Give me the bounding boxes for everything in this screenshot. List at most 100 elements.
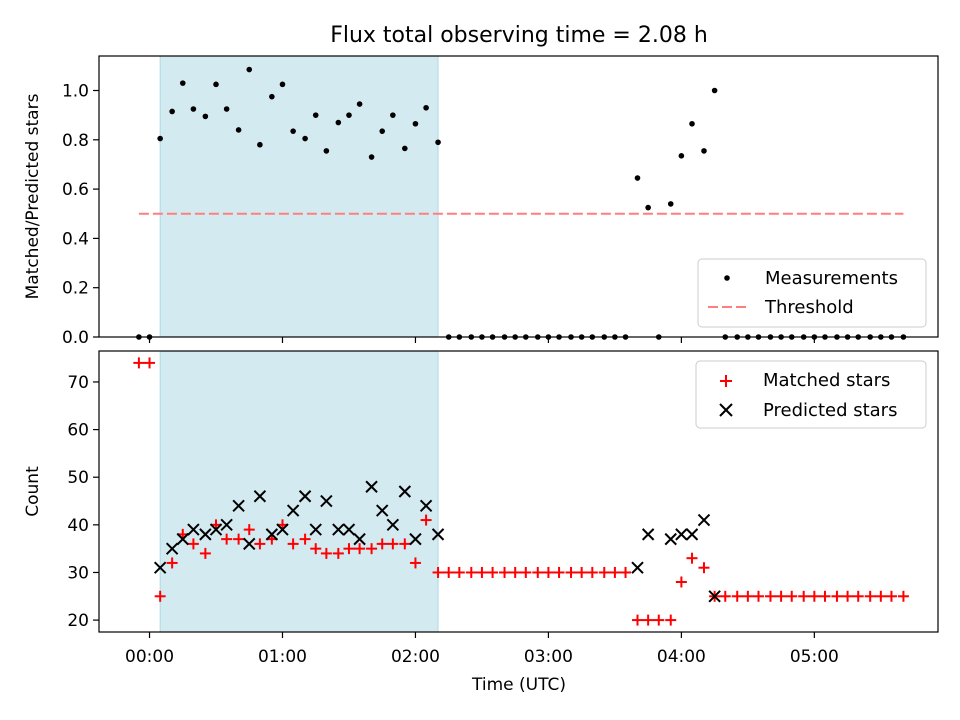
matched-star-point [553,566,565,578]
x-tick-label: 05:00 [790,647,839,667]
predicted-star-point [353,532,366,546]
measurement-point [356,101,363,107]
matched-star-point [287,538,299,550]
matched-star-point [885,590,897,602]
measurement-point [412,120,419,127]
measurement-point [223,106,230,112]
predicted-star-point [708,590,721,603]
matched-star-point [453,566,465,578]
x-tick-label: 04:00 [657,647,706,667]
matched-star-point [299,533,311,545]
matched-star-point [698,562,710,574]
measurement-point [689,120,695,127]
top-axes-frame [98,55,939,338]
legend-marker-measurements [724,275,730,281]
measurement-point [678,153,685,159]
legend-label-measurements: Measurements [765,268,898,289]
measurement-point [235,127,242,133]
matched-star-point [842,590,854,602]
predicted-star-point [243,537,256,551]
matched-star-point [808,590,820,602]
matched-star-point [465,566,477,578]
bottom-legend: Matched stars Predicted stars [695,360,927,429]
measurement-point [312,112,319,118]
chart-title: Flux total observing time = 2.08 h [330,23,708,48]
legend-label-matched: Matched stars [763,370,890,391]
matched-star-point [897,590,909,602]
predicted-star-point [431,528,445,541]
matched-star-point [520,566,532,578]
matched-star-point [798,590,810,602]
measurement-point [257,141,263,148]
matched-star-point [476,566,488,578]
bottom-y-tick-label: 40 [67,516,89,536]
predicted-star-point [697,513,711,527]
predicted-star-point [220,518,233,532]
matched-star-point [376,538,388,550]
measurement-point [346,112,352,118]
top-legend: Measurements Threshold [697,258,927,328]
predicted-star-point [675,528,688,541]
matched-star-point [332,547,344,559]
matched-star-point [764,590,776,602]
bottom-axes-frame [98,350,939,633]
matched-star-point [620,566,632,578]
predicted-star-point [409,532,422,546]
matched-star-point [166,557,178,569]
matched-star-point [786,590,798,602]
predicted-star-point [332,523,345,536]
measurement-point [246,66,253,73]
measurement-point [157,135,163,142]
matched-star-point [221,533,233,545]
measurement-point [645,204,651,211]
x-tick-label: 00:00 [125,647,174,667]
x-axis-label: Time (UTC) [471,675,566,695]
matched-star-point [320,547,332,559]
legend-label-predicted: Predicted stars [763,400,897,421]
predicted-star-point [685,528,699,541]
matched-star-point [310,543,322,555]
bottom-y-tick-label: 20 [67,611,89,631]
matched-star-point [399,538,411,550]
measurement-point [435,139,441,146]
measurement-point [423,104,429,111]
measurement-point [302,135,308,142]
measurement-point [269,93,275,100]
predicted-star-point [199,528,212,541]
predicted-star-point [276,523,289,536]
matched-star-point [653,614,665,626]
predicted-star-point [298,490,312,503]
matched-star-point [532,566,544,578]
legend-marker-matched [720,375,732,387]
matched-star-point [565,566,577,578]
measurement-point [213,81,219,88]
matched-star-point [864,590,876,602]
matched-star-point [665,614,677,626]
matched-star-point [875,590,887,602]
matched-star-point [542,566,554,578]
matched-star-point [133,357,145,369]
matched-star-point [420,514,432,526]
matched-star-point [366,543,378,555]
predicted-star-point [365,480,378,493]
matched-star-point [752,590,764,602]
matched-star-point [852,590,864,602]
predicted-star-point [320,494,333,508]
predicted-star-point [232,499,245,512]
top-panel: 0.0 0.2 0.4 0.6 0.8 1.0 Matched/Predicted sta… [23,55,939,348]
predicted-star-point [265,528,279,541]
bottom-y-tick-label: 50 [67,468,89,488]
top-y-axis-label: Matched/Predicted stars [23,93,43,299]
matched-star-point [775,590,787,602]
predicted-star-point [165,542,179,555]
predicted-star-point [419,499,433,512]
bottom-y-tick-label: 60 [67,421,89,441]
x-tick-label: 01:00 [258,647,307,667]
predicted-star-point [209,523,223,536]
matched-star-point [719,590,731,602]
matched-star-point [675,576,687,588]
top-y-tick-label: 0.0 [62,328,89,348]
measurement-point [323,148,330,154]
matched-star-point [343,543,355,555]
